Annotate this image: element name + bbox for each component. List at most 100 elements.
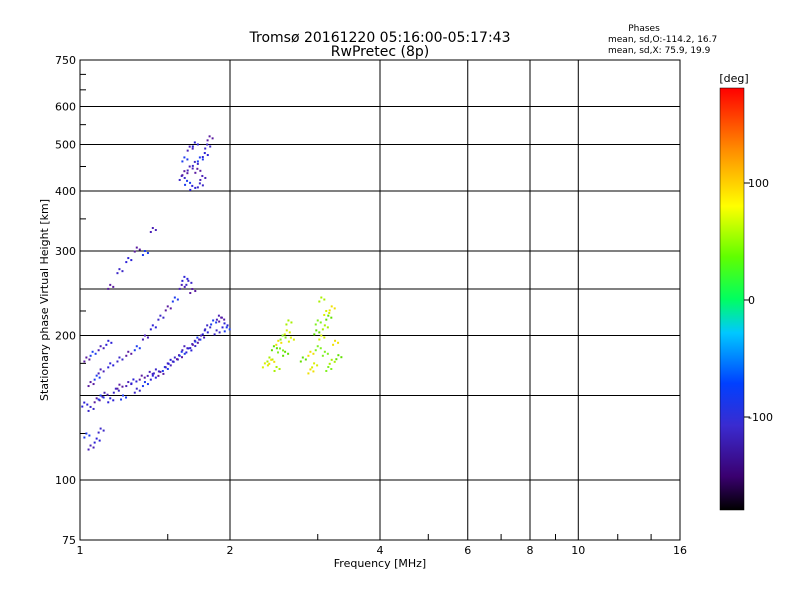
data-point xyxy=(186,158,189,161)
data-point xyxy=(162,316,165,319)
data-point xyxy=(204,176,207,179)
data-point xyxy=(277,351,280,354)
data-point xyxy=(201,156,204,159)
data-point xyxy=(333,307,336,310)
data-point xyxy=(279,338,282,341)
data-point xyxy=(148,370,151,373)
data-point xyxy=(326,326,329,329)
data-point xyxy=(105,343,108,346)
data-point xyxy=(316,319,319,322)
data-point xyxy=(275,347,278,350)
data-point xyxy=(186,149,189,152)
data-point xyxy=(138,347,141,350)
data-point xyxy=(102,429,105,432)
data-point xyxy=(149,328,152,331)
data-point xyxy=(133,349,136,352)
data-point xyxy=(107,287,110,290)
data-point xyxy=(203,336,206,339)
data-point xyxy=(226,324,229,327)
phases-x-stats: mean, sd,X: 75.9, 19.9 xyxy=(608,46,711,56)
data-point xyxy=(114,387,117,390)
data-point xyxy=(99,345,102,348)
data-point xyxy=(125,261,128,264)
data-point xyxy=(91,350,94,353)
data-point xyxy=(151,372,154,375)
data-point xyxy=(335,358,338,361)
data-point xyxy=(89,354,92,357)
data-point xyxy=(337,354,340,357)
data-point xyxy=(140,374,143,377)
data-point xyxy=(272,345,275,348)
data-point xyxy=(196,341,199,344)
data-point xyxy=(266,360,269,363)
data-point xyxy=(181,174,184,177)
data-point xyxy=(201,184,204,187)
data-point xyxy=(171,300,174,303)
colorbar-label: [deg] xyxy=(719,72,748,85)
chart-title: Tromsø 20161220 05:16:00-05:17:43 xyxy=(249,30,511,46)
data-point xyxy=(196,336,199,339)
data-point xyxy=(292,338,295,341)
colorbar xyxy=(719,87,745,511)
data-point xyxy=(118,268,121,271)
data-point xyxy=(200,334,203,337)
data-point xyxy=(321,328,324,331)
data-point xyxy=(201,158,204,161)
data-point xyxy=(196,160,199,163)
data-point xyxy=(215,321,218,324)
grid-lines xyxy=(80,60,680,540)
data-point xyxy=(185,283,188,286)
data-point xyxy=(186,169,189,172)
data-point xyxy=(337,341,340,344)
data-point xyxy=(146,374,149,377)
data-point xyxy=(133,391,136,394)
data-point xyxy=(117,389,120,392)
data-point xyxy=(327,314,330,317)
data-point xyxy=(143,334,146,337)
data-point xyxy=(320,334,323,337)
data-point xyxy=(287,352,290,355)
phases-o-stats: mean, sd,O:-114.2, 16.7 xyxy=(608,35,717,45)
data-point xyxy=(159,314,162,317)
data-point xyxy=(118,356,121,359)
data-point xyxy=(326,352,329,355)
data-point xyxy=(275,365,278,368)
data-point xyxy=(304,358,307,361)
data-point xyxy=(270,358,273,361)
data-point xyxy=(330,367,333,370)
data-point xyxy=(101,395,104,398)
data-point xyxy=(93,441,96,444)
data-point xyxy=(187,279,190,282)
data-point xyxy=(340,356,343,359)
data-point xyxy=(190,281,193,284)
data-point xyxy=(141,338,144,341)
data-point xyxy=(194,290,197,293)
data-point xyxy=(181,160,184,163)
data-point xyxy=(143,376,146,379)
data-point xyxy=(102,370,105,373)
data-point xyxy=(178,287,181,290)
data-point xyxy=(186,172,189,175)
data-point xyxy=(183,156,186,159)
data-point xyxy=(99,368,102,371)
data-point xyxy=(95,374,98,377)
data-point xyxy=(191,288,194,291)
data-point xyxy=(268,356,271,359)
data-point xyxy=(191,164,194,167)
data-point xyxy=(112,391,115,394)
data-point xyxy=(138,378,141,381)
data-point xyxy=(299,360,302,363)
y-tick-label: 200 xyxy=(55,330,76,343)
data-point xyxy=(121,270,124,273)
data-point xyxy=(281,334,284,337)
data-point xyxy=(193,141,196,144)
data-point xyxy=(93,401,96,404)
data-point xyxy=(323,336,326,339)
data-point xyxy=(225,326,228,329)
data-point xyxy=(203,152,206,155)
data-point xyxy=(169,358,172,361)
data-point xyxy=(215,329,218,332)
data-point xyxy=(133,250,136,253)
data-point xyxy=(284,350,287,353)
data-point xyxy=(125,354,128,357)
